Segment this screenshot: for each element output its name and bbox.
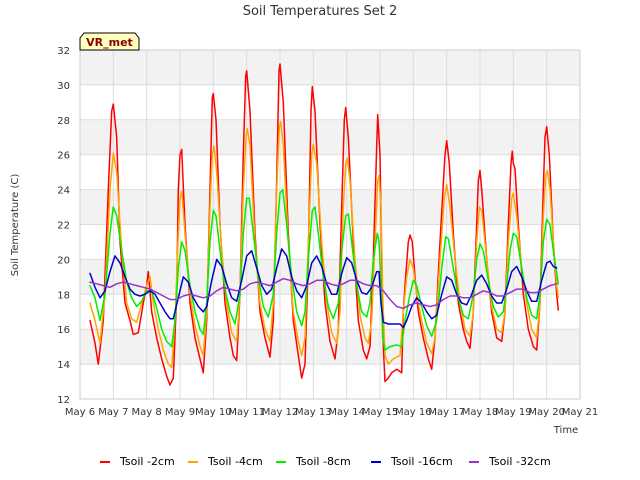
station-badge-box	[79, 32, 140, 51]
x-tick-label: May 6	[65, 407, 95, 418]
x-tick-label: May 9	[165, 407, 195, 418]
chart-title: Soil Temperatures Set 2	[243, 4, 398, 19]
x-axis-label: Time	[553, 425, 578, 436]
x-tick-label: May 21	[562, 407, 599, 418]
series-lines	[89, 63, 560, 386]
y-tick-label: 12	[57, 395, 70, 406]
y-tick-label: 14	[57, 360, 70, 371]
x-tick-label: May 14	[328, 407, 365, 418]
station-badge-label: VR_met	[86, 36, 133, 49]
legend-label: Tsoil -2cm	[119, 455, 175, 468]
series-line-3	[89, 188, 560, 351]
plot-band	[80, 50, 580, 85]
y-tick-label: 20	[57, 255, 70, 266]
y-tick-label: 26	[57, 151, 70, 162]
legend-label: Tsoil -32cm	[488, 455, 551, 468]
x-tick-label: May 19	[495, 407, 532, 418]
legend-label: Tsoil -16cm	[390, 455, 453, 468]
y-axis-ticks: 12 14 16 18 20 22 24 26 28 30 32	[57, 46, 70, 406]
x-tick-label: May 13	[295, 407, 332, 418]
y-tick-label: 22	[57, 221, 70, 232]
series-line-2	[89, 120, 560, 369]
legend-label: Tsoil -8cm	[295, 455, 351, 468]
y-tick-label: 28	[57, 116, 70, 127]
x-tick-label: May 20	[528, 407, 565, 418]
x-tick-label: May 16	[395, 407, 432, 418]
plot-band	[80, 119, 580, 155]
x-tick-label: May 10	[195, 407, 232, 418]
plot-band	[80, 189, 580, 225]
x-tick-label: May 15	[362, 407, 399, 418]
x-tick-label: May 18	[462, 407, 499, 418]
legend-label: Tsoil -4cm	[207, 455, 263, 468]
x-tick-label: May 11	[228, 407, 265, 418]
y-tick-label: 16	[57, 325, 70, 336]
legend: Tsoil -2cm Tsoil -4cm Tsoil -8cm Tsoil -16c…	[100, 455, 551, 468]
series-line-5	[89, 277, 558, 310]
y-tick-label: 18	[57, 290, 70, 301]
plot-band	[80, 329, 580, 365]
y-tick-label: 32	[57, 46, 70, 57]
y-tick-label: 30	[57, 81, 70, 92]
x-tick-label: May 8	[132, 407, 162, 418]
plot-band	[80, 259, 580, 295]
x-tick-label: May 17	[428, 407, 465, 418]
y-axis-label: Soil Temperature (C)	[10, 174, 21, 277]
x-tick-label: May 12	[262, 407, 299, 418]
plot-frame	[79, 49, 581, 400]
series-line-4	[89, 248, 558, 329]
station-badge: VR_met	[79, 32, 140, 51]
x-tick-label: May 7	[98, 407, 128, 418]
y-tick-label: 24	[57, 186, 70, 197]
